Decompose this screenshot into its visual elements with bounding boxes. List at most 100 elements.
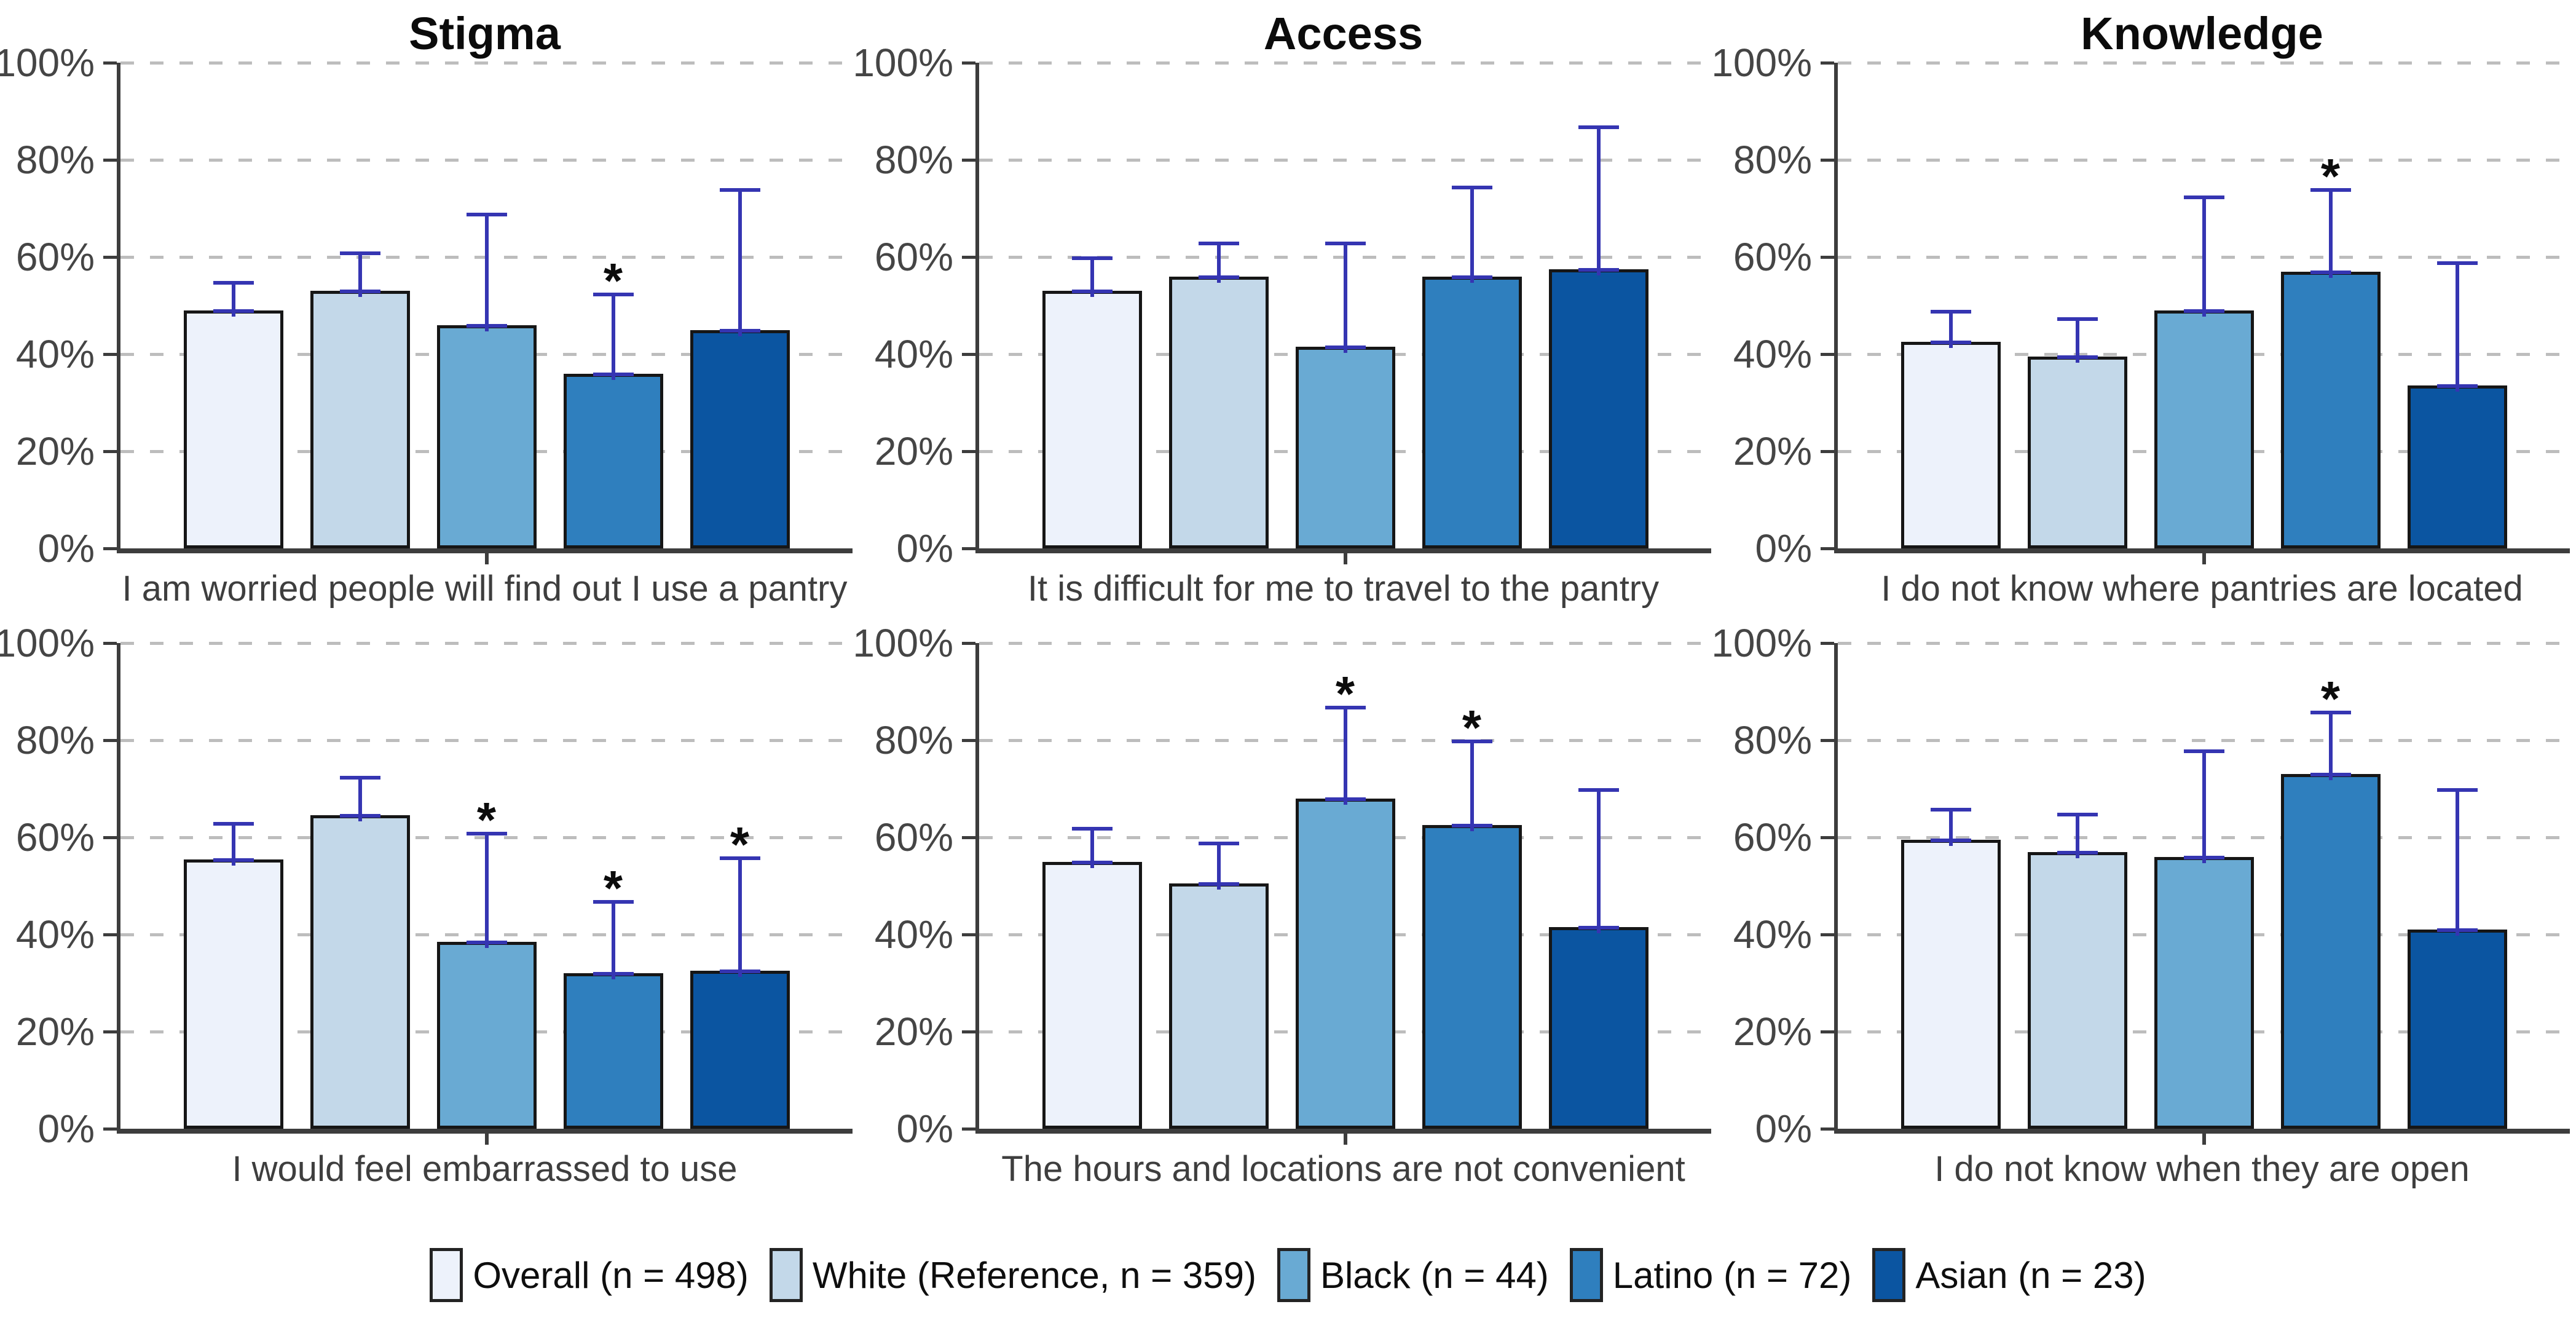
error-bar-cap-top bbox=[1930, 807, 1971, 812]
significance-asterisk: * bbox=[476, 792, 497, 848]
bar-slot-latino: * bbox=[563, 643, 663, 1129]
y-tick-mark bbox=[1821, 1030, 1834, 1033]
y-tick-mark bbox=[103, 642, 117, 645]
error-bar-cap-top bbox=[2057, 317, 2098, 321]
error-bar-cap-top bbox=[593, 899, 634, 904]
bar-slot-latino: * bbox=[2280, 63, 2381, 548]
bar-black bbox=[2154, 856, 2254, 1129]
bar-slot-white bbox=[1168, 63, 1269, 548]
error-bar-cap-bottom bbox=[1578, 926, 1619, 930]
legend-label: Latino (n = 72) bbox=[1612, 1254, 1852, 1296]
error-bar-cap-bottom bbox=[2436, 384, 2478, 389]
y-tick-label: 40% bbox=[15, 332, 95, 376]
legend-item-white: White (Reference, n = 359) bbox=[769, 1248, 1256, 1302]
bar-asian bbox=[2407, 930, 2507, 1129]
y-tick-label: 80% bbox=[15, 718, 95, 762]
panel-title: Knowledge bbox=[2081, 8, 2323, 59]
bar-latino bbox=[1422, 276, 1522, 548]
bar-slot-asian bbox=[2407, 643, 2507, 1129]
bar-black bbox=[436, 325, 537, 548]
bar-group: * bbox=[120, 63, 853, 548]
bar-white bbox=[2027, 356, 2127, 548]
bar-slot-latino: * bbox=[2280, 643, 2381, 1129]
bar-white bbox=[1168, 276, 1269, 548]
bar-white bbox=[1168, 883, 1269, 1129]
x-axis-label: I do not know where pantries are located bbox=[1881, 569, 2523, 609]
error-bar-cap-bottom bbox=[2183, 309, 2224, 313]
y-tick-label: 60% bbox=[15, 815, 95, 859]
error-bar-cap-bottom bbox=[1451, 275, 1492, 279]
error-bar-cap-bottom bbox=[2057, 355, 2098, 359]
error-bar-cap-top bbox=[2310, 188, 2351, 192]
y-tick-label: 100% bbox=[1711, 621, 1812, 665]
y-tick-mark bbox=[103, 450, 117, 453]
bar-asian bbox=[690, 330, 790, 548]
y-tick-mark bbox=[103, 1128, 117, 1131]
legend-swatch-latino bbox=[1569, 1248, 1603, 1302]
y-tick-mark bbox=[962, 739, 975, 742]
y-tick-label: 80% bbox=[15, 138, 95, 182]
error-bar bbox=[2328, 711, 2333, 781]
plot-area: * * * bbox=[117, 642, 853, 1145]
y-tick-mark bbox=[1821, 353, 1834, 356]
error-bar-cap-bottom bbox=[1578, 267, 1619, 272]
error-bar-cap-top bbox=[339, 776, 380, 780]
gridline bbox=[1838, 739, 2570, 742]
y-tick-label: 20% bbox=[874, 1009, 953, 1054]
y-tick-label: 60% bbox=[874, 815, 953, 859]
y-tick-label: 0% bbox=[1755, 526, 1813, 571]
gridline bbox=[120, 739, 853, 742]
bar-slot-white bbox=[1168, 643, 1269, 1129]
bar-slot-overall bbox=[1900, 63, 2001, 548]
y-tick-mark bbox=[103, 836, 117, 839]
plot-row: 100% 80% 60% 40% 20% 0% * bbox=[0, 43, 853, 568]
gridline bbox=[979, 61, 1711, 65]
x-tick-mark bbox=[1343, 1134, 1347, 1145]
y-tick-label: 60% bbox=[1733, 235, 1812, 279]
error-bar-cap-bottom bbox=[719, 328, 760, 333]
bar-black bbox=[436, 941, 537, 1129]
error-bar-cap-top bbox=[1451, 740, 1492, 743]
gridline bbox=[120, 61, 853, 65]
y-tick-label: 0% bbox=[896, 1107, 954, 1151]
bar-overall bbox=[1042, 291, 1142, 548]
y-tick-label: 0% bbox=[1755, 1107, 1813, 1151]
bar-slot-latino: * bbox=[563, 63, 663, 548]
panel-knowledge-top: Knowledge 100% 80% 60% 40% 20% 0% * I do not … bbox=[1711, 8, 2576, 609]
bar-asian bbox=[1548, 927, 1648, 1129]
y-tick-mark bbox=[962, 353, 975, 356]
y-tick-mark bbox=[1821, 256, 1834, 259]
error-bar bbox=[1948, 808, 1953, 846]
y-tick-mark bbox=[1821, 1128, 1834, 1131]
y-tick-mark bbox=[1821, 642, 1834, 645]
error-bar bbox=[1090, 257, 1094, 298]
error-bar-cap-bottom bbox=[1071, 860, 1113, 864]
error-bar bbox=[1216, 242, 1221, 283]
error-bar-cap-bottom bbox=[1198, 275, 1239, 279]
y-tick-mark bbox=[962, 547, 975, 550]
legend: Overall (n = 498) White (Reference, n = … bbox=[0, 1248, 2576, 1302]
legend-item-asian: Asian (n = 23) bbox=[1872, 1248, 2146, 1302]
y-tick-label: 40% bbox=[874, 912, 953, 957]
gridline bbox=[120, 642, 853, 645]
bar-overall bbox=[1900, 342, 2001, 548]
bar-overall bbox=[183, 859, 283, 1129]
error-bar-cap-bottom bbox=[2436, 928, 2478, 933]
y-tick-label: 20% bbox=[15, 1009, 95, 1054]
bar-slot-overall bbox=[1900, 643, 2001, 1129]
plot-area: * * bbox=[975, 642, 1711, 1145]
y-tick-label: 20% bbox=[874, 429, 953, 473]
panel-stigma-top: Stigma 100% 80% 60% 40% 20% 0% * I am worried… bbox=[0, 9, 859, 609]
legend-swatch-black bbox=[1277, 1248, 1310, 1302]
error-bar-cap-top bbox=[1198, 841, 1239, 845]
error-bar bbox=[484, 213, 489, 331]
y-tick-label: 100% bbox=[853, 41, 953, 85]
x-tick-mark bbox=[2202, 1134, 2206, 1145]
x-axis-label: I would feel embarrassed to use bbox=[232, 1149, 738, 1189]
bar-slot-overall bbox=[183, 63, 283, 548]
significance-asterisk: * bbox=[603, 860, 623, 915]
legend-item-latino: Latino (n = 72) bbox=[1569, 1248, 1852, 1302]
error-bar bbox=[484, 832, 489, 948]
y-tick-label: 20% bbox=[1733, 1009, 1812, 1054]
y-tick-mark bbox=[962, 642, 975, 645]
